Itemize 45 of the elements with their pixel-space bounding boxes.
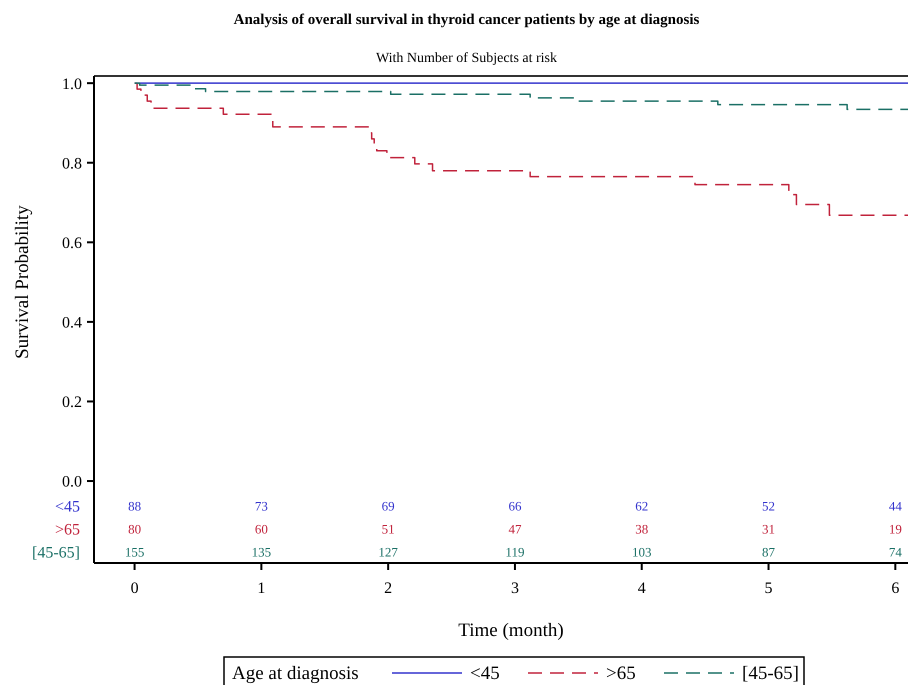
chart-title: Analysis of overall survival in thyroid cancer patients by age at diagnosis [234, 12, 700, 28]
annotation: 38 [635, 522, 648, 537]
y-tick-label: 0.8 [62, 155, 82, 172]
annotation: 31 [762, 522, 776, 537]
legend-label: [45-65] [742, 663, 799, 684]
legend-label: <45 [470, 663, 500, 684]
annotation: 80 [128, 522, 142, 537]
text: [45-65] [32, 544, 80, 562]
annotation: 52 [762, 498, 776, 514]
annotation: 74 [888, 544, 902, 560]
annotation: 69 [382, 498, 395, 514]
x-tick-label: 1 [257, 580, 266, 597]
text: >65 [54, 522, 80, 539]
annotation: 88 [128, 498, 142, 514]
x-tick-label: 5 [764, 580, 773, 597]
annotation: 19 [888, 522, 902, 537]
annotation: 62 [635, 498, 648, 514]
annotation: 51 [382, 522, 395, 537]
x-axis-title: Time (month) [458, 620, 564, 641]
y-tick-label: 0.4 [62, 314, 82, 332]
y-tick-label: 0.2 [62, 394, 82, 412]
annotation: 60 [254, 522, 268, 537]
x-tick-label: 0 [130, 580, 139, 597]
y-tick-label: 0.0 [62, 474, 82, 491]
y-tick-label: 1.0 [62, 76, 82, 93]
text: <45 [54, 498, 80, 516]
x-tick-label: 6 [891, 580, 900, 597]
annotation: 73 [254, 498, 268, 514]
annotation: 127 [378, 544, 398, 560]
annotation: 135 [252, 544, 272, 560]
annotation: 66 [508, 498, 522, 514]
annotation: 44 [888, 498, 902, 514]
x-tick-label: 4 [638, 580, 646, 597]
annotation: 87 [762, 544, 776, 560]
x-tick-label: 3 [510, 580, 519, 597]
y-tick-label: 0.6 [62, 234, 82, 252]
annotation: 47 [508, 522, 522, 537]
annotation: 119 [505, 544, 524, 560]
y-axis-title: Survival Probability [12, 204, 33, 359]
x-tick-label: 2 [384, 580, 392, 597]
chart-subtitle: With Number of Subjects at risk [376, 51, 558, 66]
legend-title: Age at diagnosis [232, 663, 359, 684]
legend-label: >65 [606, 663, 636, 684]
annotation: 155 [124, 544, 144, 560]
annotation: 103 [632, 544, 652, 560]
